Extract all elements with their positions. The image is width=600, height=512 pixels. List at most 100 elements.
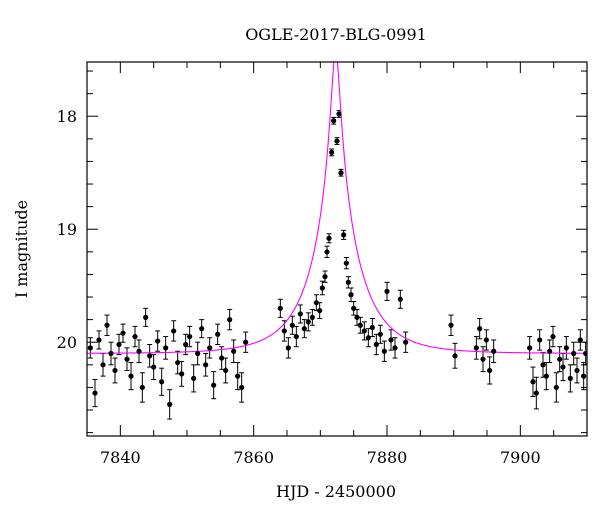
x-tick-label: 7900 [500, 448, 541, 467]
data-point [533, 390, 539, 396]
data-point [183, 341, 189, 348]
x-tick-label: 7880 [367, 448, 408, 467]
data-point [341, 232, 347, 238]
data-point [527, 345, 533, 351]
data-point [331, 118, 337, 124]
data-point [285, 345, 291, 351]
data-point [319, 285, 325, 291]
data-point [369, 324, 375, 331]
data-point [108, 350, 114, 357]
data-point [143, 314, 149, 320]
data-point [553, 384, 559, 391]
data-point [297, 311, 303, 317]
data-point [151, 364, 157, 370]
data-point [136, 348, 142, 354]
data-point [392, 345, 398, 351]
y-tick-label: 20 [57, 333, 77, 352]
data-point [403, 339, 409, 345]
plot-area [87, 62, 587, 420]
x-axis-label: HJD - 2450000 [276, 482, 396, 501]
data-point [139, 384, 145, 391]
data-point [373, 341, 379, 348]
data-point [377, 331, 383, 337]
y-tick-label: 19 [57, 220, 77, 239]
axis-ticks [86, 62, 588, 436]
data-point [313, 300, 319, 306]
data-point [397, 296, 403, 302]
data-point [112, 367, 118, 374]
axis-tick-labels: 7840 7860 7880 7900 18 19 20 [57, 107, 541, 467]
data-point [547, 348, 553, 354]
data-point [317, 307, 323, 314]
data-point [473, 345, 479, 351]
data-point [231, 348, 237, 354]
y-tick-label: 18 [57, 107, 77, 126]
data-point [361, 328, 367, 334]
model-curve-layer [87, 62, 587, 354]
data-point [480, 356, 486, 362]
data-point [326, 235, 332, 241]
data-point [215, 331, 221, 337]
data-point [132, 333, 138, 340]
data-point [239, 384, 245, 391]
data-point [357, 322, 363, 328]
error-bars [87, 110, 587, 420]
data-point [448, 322, 454, 328]
data-point [128, 373, 134, 379]
data-point [491, 348, 497, 354]
data-point [243, 339, 249, 345]
data-point [329, 149, 335, 155]
data-point [477, 326, 483, 332]
data-point [560, 364, 566, 370]
data-point [351, 305, 357, 311]
data-point [345, 279, 351, 285]
data-point [581, 373, 587, 379]
data-point [227, 317, 233, 323]
data-point [187, 333, 193, 340]
data-point [530, 379, 536, 385]
data-point [354, 314, 360, 320]
data-point [388, 337, 394, 343]
y-axis-label: I magnitude [12, 200, 31, 298]
data-point [324, 249, 330, 255]
data-point [571, 350, 577, 357]
data-point [92, 390, 98, 396]
data-point [384, 288, 390, 294]
data-point [537, 337, 543, 343]
chart-title: OGLE-2017-BLG-0991 [245, 25, 427, 44]
data-point [155, 338, 161, 344]
data-point [223, 367, 229, 374]
data-point [557, 356, 563, 362]
data-point [543, 373, 549, 379]
data-point [120, 330, 126, 336]
data-point [305, 319, 311, 325]
data-point [167, 401, 173, 407]
data-point [147, 353, 153, 359]
data-point [199, 326, 205, 332]
data-point [124, 356, 130, 362]
data-point [203, 362, 209, 368]
data-point [87, 345, 93, 351]
data-point [309, 314, 315, 320]
data-point [336, 111, 342, 117]
data-point [195, 350, 201, 357]
data-point [334, 138, 340, 144]
data-point [381, 348, 387, 354]
data-point [483, 337, 489, 343]
data-point [116, 341, 122, 348]
data-point [540, 362, 546, 368]
data-point [179, 371, 185, 377]
data-point [211, 382, 217, 388]
data-point [207, 345, 213, 351]
data-point [574, 367, 580, 374]
data-point [219, 355, 225, 361]
data-point [577, 337, 583, 343]
data-point [293, 333, 299, 340]
data-point [163, 345, 169, 351]
data-point [175, 359, 181, 366]
plot-frame [86, 61, 588, 437]
data-point [338, 170, 344, 176]
data-point [487, 367, 493, 374]
data-point [563, 345, 569, 351]
model-curve [87, 62, 587, 354]
